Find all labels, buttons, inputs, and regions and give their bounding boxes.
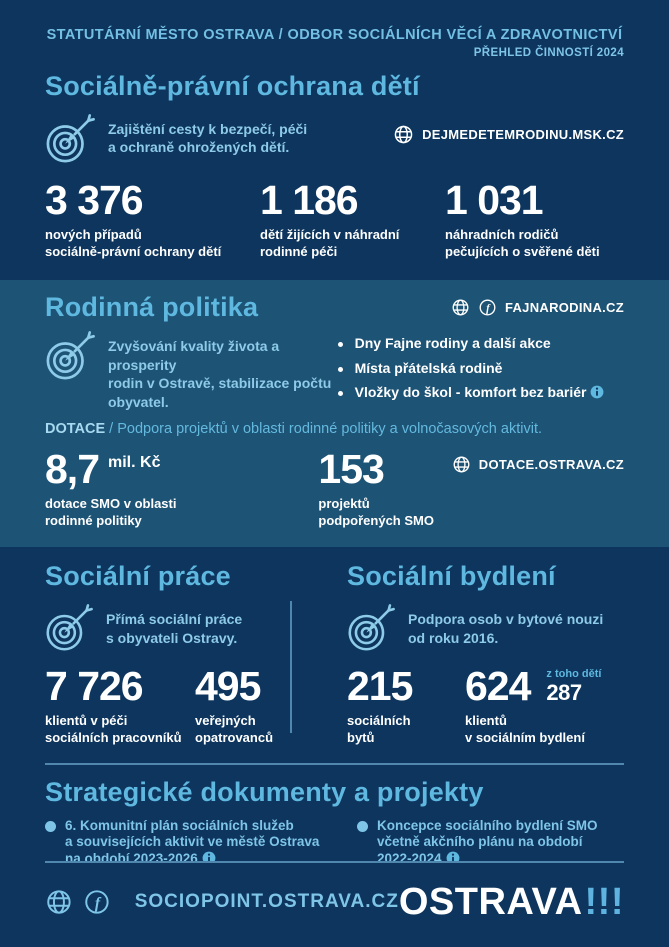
website-link[interactable]: DOTACE.OSTRAVA.CZ xyxy=(452,455,624,474)
logo-exclamations: !!! xyxy=(584,881,624,923)
bullet-dot xyxy=(45,820,56,832)
document-item: Koncepce sociálního bydlení SMO včetně a… xyxy=(357,818,669,868)
globe-icon xyxy=(393,124,414,145)
section-title: Rodinná politika xyxy=(45,292,259,323)
bullet-dot xyxy=(337,391,343,397)
document-item: 6. Komunitní plán sociálních služeb a so… xyxy=(45,818,345,868)
stat-label: veřejných opatrovanců xyxy=(195,713,274,745)
stat-guardians: 495 veřejných opatrovanců xyxy=(195,666,273,746)
stats-row: 3 376 nových případů sociálně-právní och… xyxy=(45,180,624,260)
dotace-label: DOTACE xyxy=(45,421,106,438)
stat-housing-clients: 624 z toho dětí 287 klientů v sociálním … xyxy=(465,666,601,746)
website-label: DEJMEDETEMRODINU.MSK.CZ xyxy=(422,127,624,142)
stat-unit: mil. Kč xyxy=(108,454,161,472)
stat-label: dotace SMO v oblasti rodinné politiky xyxy=(45,496,177,528)
bullet-dot xyxy=(357,820,368,832)
stats-row: 215 sociálních bytů 624 z toho dětí 287 … xyxy=(347,666,624,746)
activity-list: Dny Fajne rodiny a další akce Místa přát… xyxy=(337,335,624,411)
horizontal-divider xyxy=(45,762,624,765)
stat-value: 1 031 xyxy=(445,177,544,223)
stats-row: 8,7 mil. Kč dotace SMO v oblasti rodinné… xyxy=(45,449,624,529)
target-dart-icon xyxy=(45,331,95,381)
list-item: Vložky do škol - komfort bez bariér xyxy=(337,384,624,402)
globe-icon xyxy=(451,298,470,317)
list-item-text: Vložky do škol - komfort bez bariér xyxy=(355,384,605,402)
ostrava-city-logo: OSTRAVA!!! xyxy=(398,881,624,923)
stat-value: 1 186 xyxy=(260,177,359,223)
website-link[interactable]: DEJMEDETEMRODINU.MSK.CZ xyxy=(393,124,624,145)
list-item-text: Dny Fajne rodiny a další akce xyxy=(354,335,551,352)
stat-value: 153 xyxy=(318,446,384,493)
target-dart-icon xyxy=(45,114,95,164)
sub-stat-value: 287 xyxy=(546,680,582,706)
target-dart-icon xyxy=(347,604,395,652)
section-title: Strategické dokumenty a projekty xyxy=(45,776,484,807)
info-icon[interactable] xyxy=(590,385,604,399)
mission-text: Zvyšování kvality života a prosperity ro… xyxy=(108,338,332,410)
stat-label: klientů v péči sociálních pracovníků xyxy=(45,713,182,745)
mission-text: Zajištění cesty k bezpečí, péči a ochran… xyxy=(108,121,308,156)
stat-value: 215 xyxy=(347,663,413,710)
mission-text: Podpora osob v bytové nouzi od roku 2016… xyxy=(408,611,604,646)
facebook-icon[interactable] xyxy=(83,887,111,917)
stat-value: 624 xyxy=(465,663,531,710)
list-item: Místa přátelská rodině xyxy=(337,359,624,378)
column-socialni-prace: Sociální práce Přímá sociální práce s ob… xyxy=(45,561,335,746)
vertical-divider xyxy=(290,601,292,733)
stat-value: 8,7 xyxy=(45,446,100,493)
website-label: FAJNARODINA.CZ xyxy=(504,300,624,316)
stat-label: klientů v sociálním bydlení xyxy=(465,713,585,745)
dotace-line: DOTACE / Podpora projektů v oblasti rodi… xyxy=(45,421,624,437)
facebook-icon xyxy=(478,298,497,317)
stat-label: dětí žijících v náhradní rodinné péči xyxy=(260,227,400,259)
globe-icon[interactable] xyxy=(45,887,73,917)
stat-foster-parents: 1 031 náhradních rodičů pečujících o svě… xyxy=(445,180,600,260)
list-item: Dny Fajne rodiny a další akce xyxy=(337,335,624,353)
stat-value: 3 376 xyxy=(45,177,144,223)
horizontal-divider xyxy=(45,861,624,863)
section-prace-bydleni: Sociální práce Přímá sociální práce s ob… xyxy=(0,561,669,746)
bullet-dot xyxy=(337,342,343,348)
sub-stat-children: z toho dětí 287 xyxy=(546,668,601,706)
website-label: DOTACE.OSTRAVA.CZ xyxy=(478,457,624,473)
stat-clients: 7 726 klientů v péči sociálních pracovní… xyxy=(45,666,195,746)
header: STATUTÁRNÍ MĚSTO OSTRAVA / ODBOR SOCIÁLN… xyxy=(0,0,669,59)
sub-stat-label: z toho dětí xyxy=(546,668,602,681)
stat-value: 7 726 xyxy=(45,663,144,710)
bullet-dot xyxy=(337,366,343,372)
section-title: Sociální bydlení xyxy=(347,561,556,592)
stat-foster-children: 1 186 dětí žijících v náhradní rodinné p… xyxy=(260,180,445,260)
globe-icon xyxy=(452,455,471,474)
stats-row: 7 726 klientů v péči sociálních pracovní… xyxy=(45,666,335,746)
dotace-text: / Podpora projektů v oblasti rodinné pol… xyxy=(105,421,542,438)
stat-social-flats: 215 sociálních bytů xyxy=(347,666,465,746)
section-ochrana-deti: Sociálně-právní ochrana dětí Zajištění c… xyxy=(0,71,669,260)
stat-label: sociálních bytů xyxy=(347,713,411,745)
section-rodinna-politika: Rodinná politika FAJNARODINA.CZ Zvyšován… xyxy=(0,280,669,548)
column-socialni-bydleni: Sociální bydlení Podpora osob v bytové n… xyxy=(335,561,624,746)
stat-value: 495 xyxy=(195,663,261,710)
list-item-text: Místa přátelská rodině xyxy=(354,359,503,376)
section-title: Sociálně-právní ochrana dětí xyxy=(45,71,420,101)
stat-label: nových případů sociálně-právní ochrany d… xyxy=(45,227,222,259)
target-dart-icon xyxy=(45,604,93,652)
footer-website-link[interactable]: SOCIOPOINT.OSTRAVA.CZ xyxy=(134,891,399,912)
org-title: STATUTÁRNÍ MĚSTO OSTRAVA / ODBOR SOCIÁLN… xyxy=(46,27,623,43)
footer: SOCIOPOINT.OSTRAVA.CZ OSTRAVA!!! xyxy=(0,861,669,947)
stat-supported-projects: 153 projektů podpořených SMO xyxy=(318,449,451,529)
stat-new-cases: 3 376 nových případů sociálně-právní och… xyxy=(45,180,260,260)
website-link[interactable]: FAJNARODINA.CZ xyxy=(451,298,624,317)
stat-label: náhradních rodičů pečujících o svěřené d… xyxy=(445,227,600,259)
document-text: Koncepce sociálního bydlení SMO včetně a… xyxy=(377,817,598,867)
section-title: Sociální práce xyxy=(45,561,231,592)
stat-label: projektů podpořených SMO xyxy=(318,496,434,528)
subtitle-year: PŘEHLED ČINNOSTÍ 2024 xyxy=(473,47,624,59)
mission-text: Přímá sociální práce s obyvateli Ostravy… xyxy=(106,611,243,646)
stat-subsidy-amount: 8,7 mil. Kč dotace SMO v oblasti rodinné… xyxy=(45,449,226,529)
document-text: 6. Komunitní plán sociálních služeb a so… xyxy=(65,817,320,867)
